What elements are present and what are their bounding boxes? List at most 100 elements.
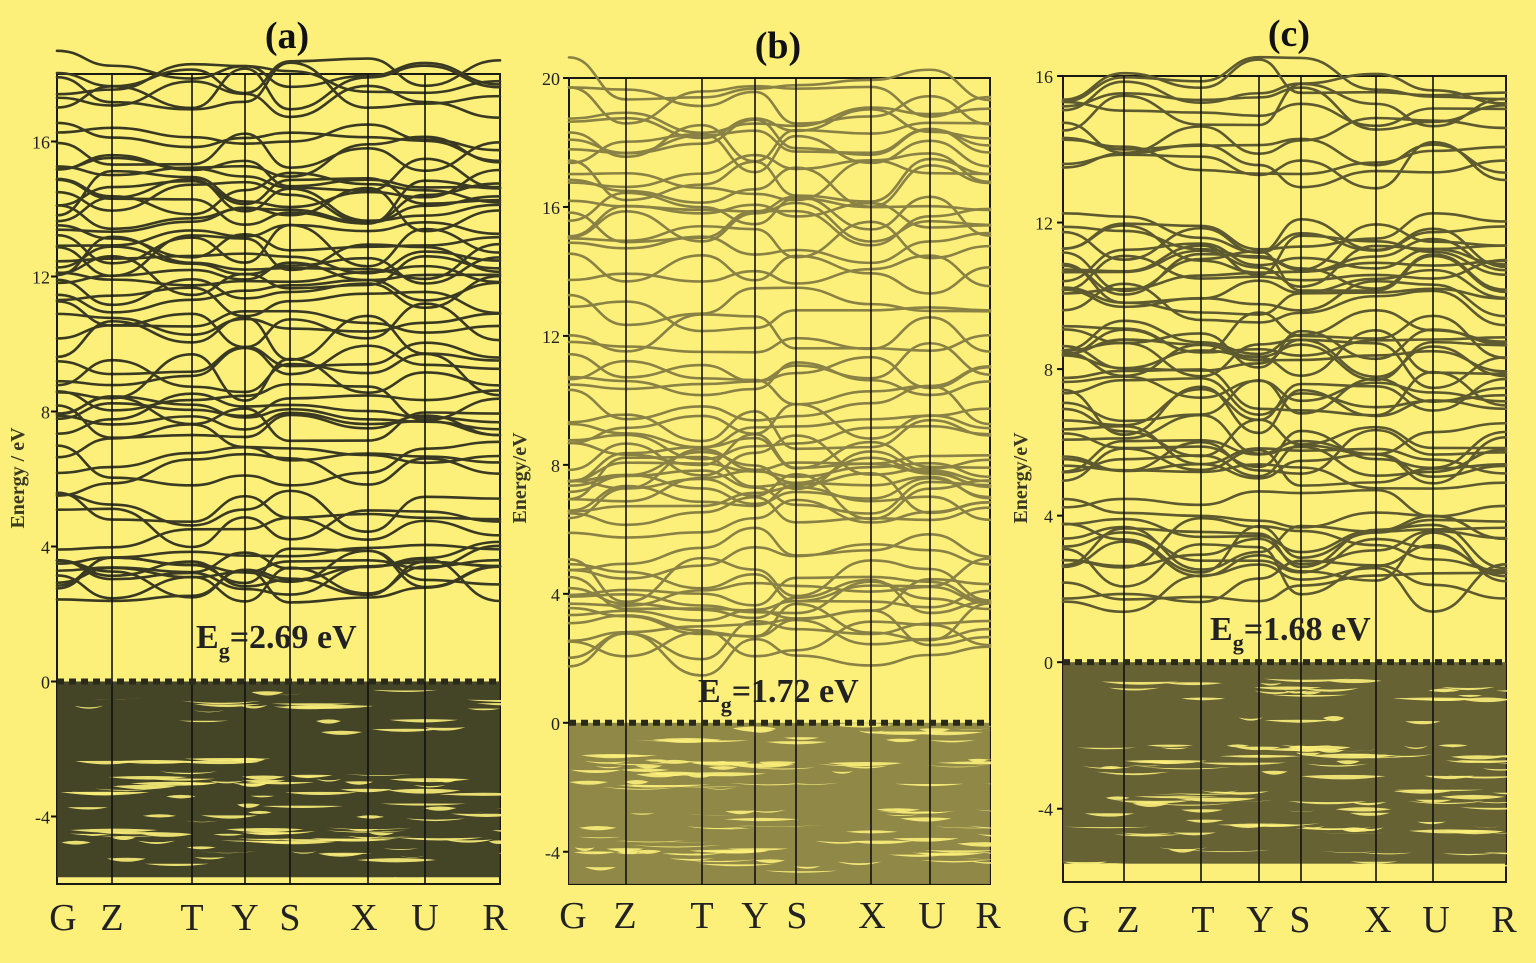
valence-band-gap-sliver: [708, 766, 738, 770]
valence-band-gap-sliver: [725, 810, 756, 815]
conduction-band-line: [55, 61, 502, 111]
valence-band-gap-sliver: [1505, 849, 1532, 852]
valence-band-gap-sliver: [1461, 697, 1511, 703]
valence-band-lines: [569, 723, 1069, 873]
valence-band-gap-sliver: [178, 720, 229, 723]
valence-band-gap-sliver: [1447, 775, 1523, 779]
conduction-band-line: [567, 164, 992, 209]
valence-band-gap-sliver: [61, 840, 91, 845]
valence-band-gap-sliver: [186, 846, 216, 850]
valence-band-gap-sliver: [888, 854, 950, 857]
valence-band-gap-sliver: [601, 762, 671, 766]
y-tick-label: 0: [551, 714, 560, 734]
conduction-band-line: [567, 207, 992, 247]
band-gap-label: Eg=1.68 eV: [1210, 611, 1371, 655]
conduction-band-line: [55, 64, 502, 111]
valence-band-gap-sliver: [1148, 802, 1233, 806]
y-tick-label: 8: [41, 403, 50, 423]
valence-band-gap-sliver: [591, 851, 613, 854]
valence-band-gap-sliver: [747, 767, 816, 770]
valence-band-gap-sliver: [1417, 821, 1447, 825]
valence-band-gap-sliver: [70, 697, 152, 700]
k-point-label: G: [559, 895, 586, 937]
valence-band-gap-sliver: [1238, 717, 1264, 721]
conduction-band-line: [567, 108, 992, 140]
valence-band-gap-sliver: [1492, 792, 1536, 795]
valence-band-gap-sliver: [907, 731, 984, 736]
panel-a: (a) Energy / eV -4 0 4 8 12 16 G Z T Y S X U R Eg=2.69…: [7, 15, 570, 939]
valence-band-gap-sliver: [1442, 853, 1496, 856]
valence-band-gap-sliver: [956, 842, 1014, 847]
conduction-band-line: [567, 231, 992, 265]
k-point-label: G: [1062, 899, 1089, 941]
valence-band-gap-sliver: [316, 779, 342, 782]
valence-band-gap-sliver: [986, 784, 1055, 787]
y-tick-label: 16: [1035, 67, 1053, 87]
valence-band-gap-sliver: [193, 710, 225, 713]
valence-band-gap-sliver: [389, 719, 458, 723]
k-point-label: R: [482, 897, 508, 939]
valence-band-gap-sliver: [467, 708, 501, 711]
y-axis-label-c: Energy/eV: [1010, 432, 1032, 524]
valence-band-gap-sliver: [702, 787, 738, 790]
valence-band-gap-sliver: [199, 850, 258, 854]
conduction-band-line: [55, 61, 502, 96]
valence-band-gap-sliver: [967, 758, 989, 763]
conduction-band-line: [55, 392, 502, 436]
valence-band-gap-sliver: [569, 780, 609, 785]
valence-band-gap-sliver: [1185, 819, 1224, 823]
y-tick-label: 0: [1044, 653, 1053, 673]
k-point-label: X: [858, 895, 885, 937]
conduction-band-line: [55, 177, 502, 223]
valence-band-gap-sliver: [758, 761, 797, 766]
valence-band-gap-sliver: [1306, 763, 1369, 767]
conduction-band-line: [567, 384, 992, 426]
valence-band-gap-sliver: [80, 878, 121, 881]
valence-band-gap-sliver: [395, 837, 484, 841]
valence-band-gap-sliver: [320, 730, 363, 735]
valence-band-gap-sliver: [347, 829, 379, 832]
valence-band-gap-sliver: [1483, 852, 1536, 855]
conduction-band-line: [567, 495, 992, 527]
valence-band-gap-sliver: [1457, 694, 1483, 698]
valence-band-gap-sliver: [929, 740, 975, 743]
valence-band-gap-sliver: [232, 783, 271, 786]
conduction-band-line: [567, 133, 992, 174]
conduction-band-line: [1061, 242, 1508, 283]
valence-band-gap-sliver: [986, 759, 1069, 763]
y-tick-label: 0: [41, 673, 50, 693]
valence-band-gap-sliver: [728, 782, 809, 786]
conduction-band-line: [1061, 55, 1508, 103]
valence-band-gap-sliver: [1113, 834, 1181, 837]
valence-band-gap-sliver: [108, 775, 188, 780]
conduction-band-lines: [1061, 55, 1508, 614]
valence-band-gap-sliver: [1181, 697, 1226, 701]
valence-band-gap-sliver: [270, 693, 303, 696]
valence-band-gap-sliver: [344, 774, 413, 776]
k-point-label: X: [350, 897, 377, 939]
valence-band-gap-sliver: [137, 840, 176, 844]
valence-band-lines: [1063, 678, 1536, 868]
valence-band-gap-sliver: [1424, 775, 1475, 780]
valence-band-gap-sliver: [1472, 800, 1521, 804]
valence-band-gap-sliver: [241, 775, 285, 780]
valence-band-gap-sliver: [250, 795, 275, 798]
k-point-label: S: [786, 895, 807, 937]
conduction-band-line: [55, 341, 502, 376]
k-point-label: Z: [613, 895, 636, 937]
valence-band-gap-sliver: [702, 850, 768, 854]
valence-band-gap-sliver: [885, 814, 919, 817]
conduction-band-line: [1061, 529, 1508, 568]
conduction-band-line: [567, 556, 992, 604]
conduction-band-lines: [567, 56, 992, 677]
valence-band-gap-sliver: [1472, 826, 1502, 828]
y-tick-label: 16: [32, 133, 50, 153]
valence-band-gap-sliver: [1130, 764, 1161, 767]
valence-band-gap-sliver: [1172, 832, 1217, 836]
conduction-band-line: [567, 609, 992, 647]
valence-band-gap-sliver: [443, 839, 493, 843]
valence-band-gap-sliver: [677, 772, 766, 777]
valence-band-gap-sliver: [130, 781, 218, 786]
valence-band-gap-sliver: [1259, 682, 1283, 686]
valence-band-gap-sliver: [1063, 861, 1108, 866]
